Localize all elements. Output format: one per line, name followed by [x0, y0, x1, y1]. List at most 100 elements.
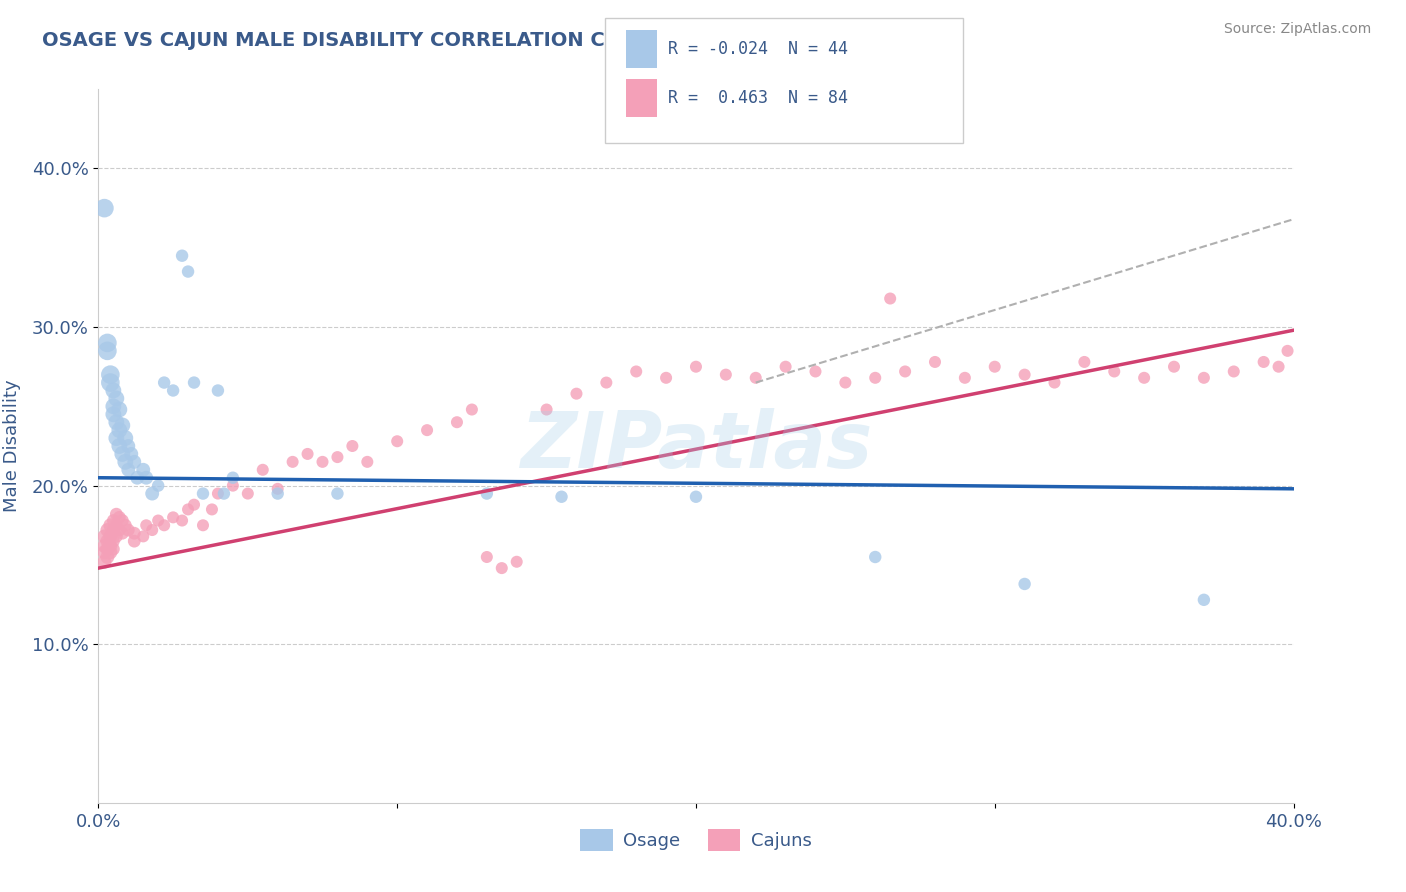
Point	[446, 415, 468, 429]
Point	[924, 355, 946, 369]
Point	[252, 463, 274, 477]
Text: R = -0.024  N = 44: R = -0.024 N = 44	[668, 40, 848, 58]
Point	[685, 490, 707, 504]
Point	[105, 392, 128, 406]
Point	[96, 523, 118, 537]
Point	[103, 523, 125, 537]
Point	[714, 368, 737, 382]
Point	[1014, 577, 1036, 591]
Point	[148, 478, 170, 492]
Point	[105, 529, 128, 543]
Point	[105, 431, 128, 445]
Text: ZIPatlas: ZIPatlas	[520, 408, 872, 484]
Point	[475, 486, 498, 500]
Point	[98, 545, 122, 559]
Point	[281, 455, 304, 469]
Point	[1223, 364, 1246, 378]
Point	[894, 364, 917, 378]
Point	[93, 539, 115, 553]
Point	[565, 386, 588, 401]
Point	[984, 359, 1007, 374]
Point	[326, 450, 349, 464]
Point	[124, 455, 146, 469]
Point	[93, 201, 115, 215]
Point	[207, 486, 229, 500]
Point	[108, 510, 131, 524]
Point	[153, 518, 176, 533]
Point	[953, 371, 976, 385]
Point	[222, 478, 245, 492]
Point	[475, 549, 498, 564]
Point	[1014, 368, 1036, 382]
Point	[311, 455, 333, 469]
Point	[135, 471, 157, 485]
Point	[191, 486, 214, 500]
Point	[135, 518, 157, 533]
Point	[865, 371, 887, 385]
Point	[98, 529, 122, 543]
Point	[834, 376, 856, 390]
Point	[141, 523, 163, 537]
Point	[183, 376, 205, 390]
Point	[595, 376, 617, 390]
Point	[177, 264, 200, 278]
Point	[127, 471, 149, 485]
Point	[1104, 364, 1126, 378]
Point	[1192, 592, 1215, 607]
Point	[111, 418, 134, 433]
Point	[655, 371, 678, 385]
Point	[96, 542, 118, 557]
Point	[108, 523, 131, 537]
Point	[326, 486, 349, 500]
Point	[105, 507, 128, 521]
Point	[685, 359, 707, 374]
Point	[98, 518, 122, 533]
Point	[103, 534, 125, 549]
Point	[879, 292, 901, 306]
Point	[1253, 355, 1275, 369]
Point	[108, 439, 131, 453]
Point	[267, 486, 290, 500]
Point	[172, 514, 194, 528]
Point	[207, 384, 229, 398]
Legend: Osage, Cajuns: Osage, Cajuns	[572, 822, 820, 858]
Point	[141, 486, 163, 500]
Point	[506, 555, 529, 569]
Point	[416, 423, 439, 437]
Point	[111, 514, 134, 528]
Point	[124, 526, 146, 541]
Point	[105, 415, 128, 429]
Point	[1163, 359, 1185, 374]
Point	[103, 514, 125, 528]
Point	[114, 518, 136, 533]
Point	[108, 423, 131, 437]
Point	[745, 371, 768, 385]
Point	[120, 447, 142, 461]
Point	[342, 439, 364, 453]
Point	[114, 455, 136, 469]
Point	[162, 510, 184, 524]
Point	[267, 482, 290, 496]
Point	[1073, 355, 1095, 369]
Point	[297, 447, 319, 461]
Point	[1267, 359, 1289, 374]
Point	[172, 249, 194, 263]
Point	[132, 463, 155, 477]
Point	[177, 502, 200, 516]
Point	[93, 529, 115, 543]
Point	[103, 384, 125, 398]
Point	[117, 523, 139, 537]
Point	[93, 555, 115, 569]
Point	[491, 561, 513, 575]
Point	[162, 384, 184, 398]
Point	[1277, 343, 1299, 358]
Point	[865, 549, 887, 564]
Point	[132, 529, 155, 543]
Point	[222, 471, 245, 485]
Point	[96, 549, 118, 564]
Point	[103, 407, 125, 421]
Point	[124, 534, 146, 549]
Point	[626, 364, 648, 378]
Text: OSAGE VS CAJUN MALE DISABILITY CORRELATION CHART: OSAGE VS CAJUN MALE DISABILITY CORRELATI…	[42, 31, 664, 50]
Point	[111, 447, 134, 461]
